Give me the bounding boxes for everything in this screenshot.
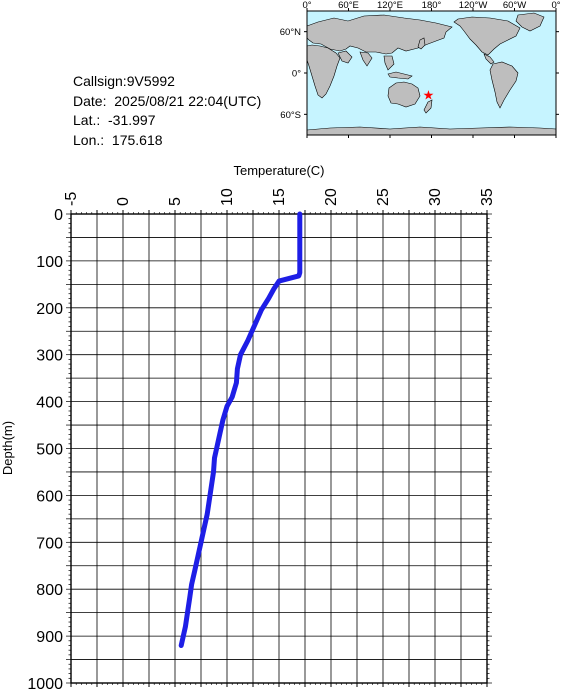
x-tick-label: 25 (375, 188, 392, 206)
map-land-australia (387, 81, 421, 108)
map-land-greenland (515, 12, 545, 32)
map-land-southeast-asia (383, 55, 395, 71)
y-tick-label: 500 (36, 442, 63, 459)
temperature-profile-line (178, 211, 303, 648)
observation-date: Date: 2025/08/21 22:04(UTC) (73, 92, 262, 109)
profile-chart: -5 0 5 10 15 20 25 30 35 01002003004005006007008… (0, 163, 496, 690)
map-ticks: 0° 60°E 120°E 180° 120°W 60°W 0° 60°N 0° 60°S (280, 0, 561, 138)
y-tick-label: 100 (36, 254, 63, 271)
x-tick-label: 15 (271, 188, 288, 206)
y-tick-label: 700 (36, 535, 63, 552)
map-lon-label: 60°E (338, 0, 359, 11)
x-tick-label: 30 (427, 188, 444, 206)
world-map: 0° 60°E 120°E 180° 120°W 60°W 0° 60°N 0° 60°S ★ (280, 0, 561, 138)
location-marker: ★ (423, 88, 435, 103)
y-tick-label: 200 (36, 301, 63, 318)
x-axis-title: Temperature(C) (233, 163, 324, 178)
station-info: Callsign:9V5992 Date: 2025/08/21 22:04(U… (73, 72, 261, 150)
y-tick-label: 900 (36, 629, 63, 646)
map-land-india (359, 51, 373, 67)
callsign: Callsign:9V5992 (73, 73, 175, 89)
map-lon-label: 0° (551, 0, 560, 11)
y-tick-label: 600 (36, 488, 63, 505)
x-tick-label: 35 (479, 188, 496, 206)
map-land-north-america (453, 16, 521, 56)
x-tick-label: 20 (323, 188, 340, 206)
axis-ticks (66, 210, 492, 687)
x-tick-label: 5 (167, 197, 184, 206)
y-tick-label: 1000 (27, 676, 63, 690)
latitude: Lat.: -31.997 (73, 112, 156, 128)
x-tick-labels: -5 0 5 10 15 20 25 30 35 (63, 188, 496, 206)
x-tick-label: 0 (115, 197, 132, 206)
y-axis-title: Depth(m) (0, 421, 15, 475)
map-lon-label: 60°W (503, 0, 526, 11)
map-land-indonesia (387, 71, 413, 80)
y-tick-label: 0 (54, 207, 63, 224)
y-tick-labels: 0 100 200 300 400 500 600 700 800 900 1000 (27, 207, 63, 690)
map-land-japan (417, 37, 426, 50)
map-land-africa (306, 44, 341, 99)
map-land (306, 12, 557, 136)
x-tick-label: -5 (63, 192, 80, 206)
map-lon-label: 120°E (377, 0, 403, 11)
y-tick-label: 400 (36, 395, 63, 412)
x-tick-label: 10 (219, 188, 236, 206)
map-lon-label: 0° (302, 0, 311, 11)
map-land-new-zealand (423, 99, 433, 114)
map-land-antarctica (306, 126, 557, 136)
y-tick-label: 800 (36, 582, 63, 599)
map-land-south-america (489, 61, 519, 109)
map-lat-label: 0° (292, 69, 301, 80)
longitude: Lon.: 175.618 (73, 131, 163, 148)
chart-grid (70, 213, 488, 684)
map-land-central-america (483, 53, 495, 65)
y-tick-label: 300 (36, 348, 63, 365)
map-lat-label: 60°S (280, 110, 301, 121)
map-land-arabia (337, 50, 353, 64)
map-lon-label: 180° (422, 0, 442, 11)
map-lat-label: 60°N (280, 27, 301, 38)
map-lon-label: 120°W (459, 0, 488, 11)
